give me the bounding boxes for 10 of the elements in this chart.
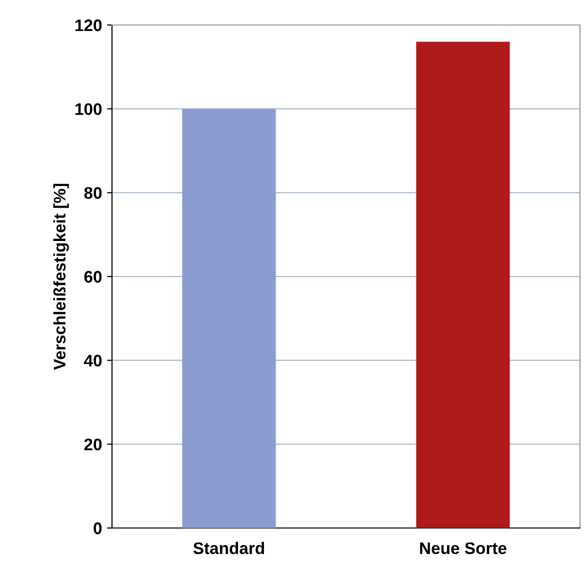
y-axis-title: Verschleißfestigkeit [%]	[53, 184, 69, 370]
y-tick-label: 80	[84, 187, 102, 199]
y-tick-label: 0	[94, 522, 102, 534]
y-tick-label: 120	[76, 19, 102, 32]
x-tick-label: Standard	[193, 542, 264, 554]
x-tick-label: Neue Sorte	[420, 542, 506, 554]
y-tick-label: 100	[76, 103, 102, 116]
y-tick-label: 40	[84, 354, 102, 367]
y-tick-label: 20	[84, 438, 102, 450]
y-tick-label: 60	[84, 270, 102, 283]
